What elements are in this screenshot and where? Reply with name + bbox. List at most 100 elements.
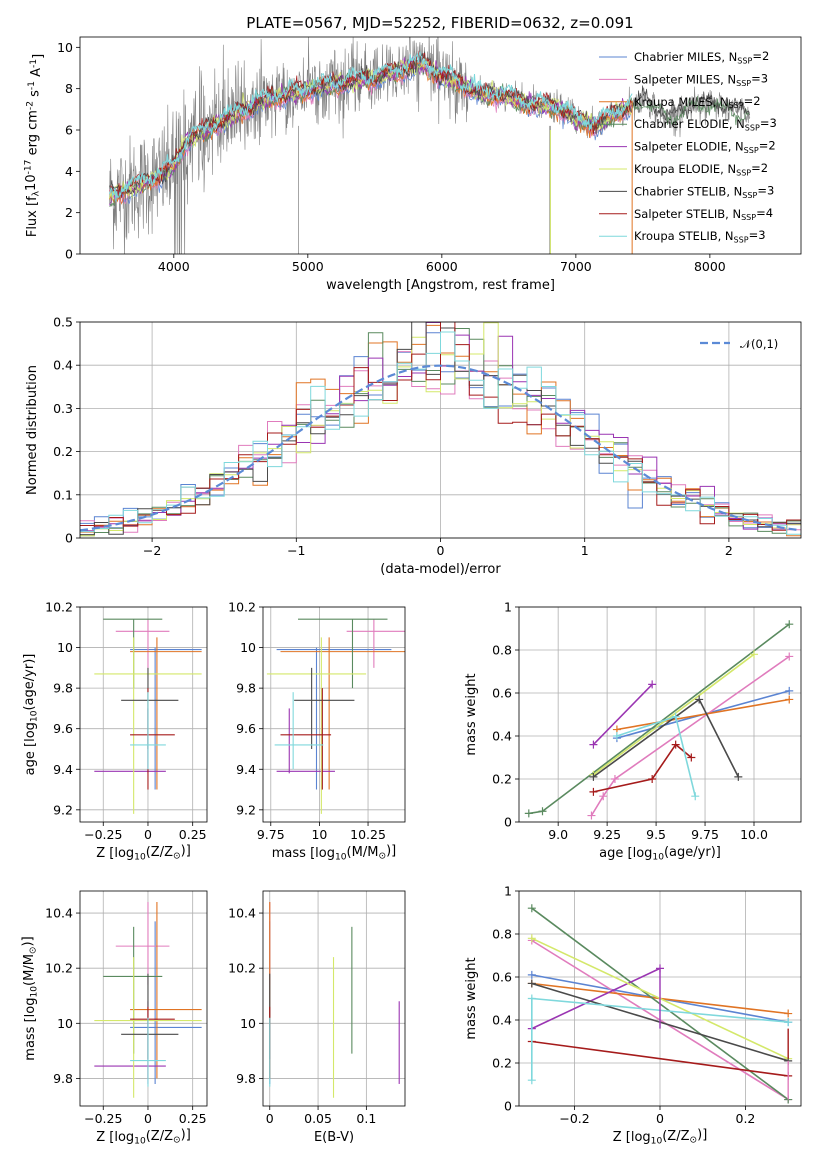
y-tick-label: 10.4 xyxy=(228,906,256,921)
mass-weight-line xyxy=(531,967,661,1030)
x-axis-label: age [log10(age/yr)] xyxy=(599,845,721,863)
y-tick-label: 0 xyxy=(504,815,512,830)
y-axis-label: mass [log10(M/M⊙)] xyxy=(21,936,40,1060)
x-tick-label: 0 xyxy=(266,1111,274,1126)
legend-entry: Salpeter ELODIE, NSSP=2 xyxy=(634,139,776,155)
y-tick-label: 0.8 xyxy=(492,643,512,658)
legend-entry: Kroupa ELODIE, NSSP=2 xyxy=(634,161,768,177)
legend-entry: 𝒩(0,1) xyxy=(740,337,778,351)
y-tick-label: 0.4 xyxy=(492,1013,512,1028)
x-tick-label: 2 xyxy=(725,543,733,558)
axes-frame xyxy=(518,606,802,823)
mass-weight-marker xyxy=(527,970,536,979)
x-axis-label: mass [log10(M/M⊙)] xyxy=(272,844,396,863)
mass-weight-marker xyxy=(648,680,657,689)
mass-weight-line xyxy=(593,743,692,793)
chart-title: PLATE=0567, MJD=52252, FIBERID=0632, z=0… xyxy=(246,14,633,32)
mass-weight-marker xyxy=(538,807,547,816)
y-tick-label: 0.6 xyxy=(492,686,512,701)
axes-frame xyxy=(79,606,208,823)
y-tick-label: 8 xyxy=(65,81,73,96)
y-tick-label: 9.2 xyxy=(236,802,256,817)
y-axis-label: age [log10(age/yr)] xyxy=(22,654,40,776)
y-axis-label: mass weight xyxy=(464,673,479,755)
x-tick-label: 6000 xyxy=(426,259,458,274)
y-tick-label: 10 xyxy=(240,1016,256,1031)
legend-entry: Chabrier STELIB, NSSP=3 xyxy=(634,183,774,199)
y-tick-label: 9.4 xyxy=(236,762,256,777)
mass-weight-marker xyxy=(785,652,794,661)
x-tick-label: 9.75 xyxy=(691,827,719,842)
z-mass-panel: −0.25 0 0.25 9.8 10 10.2 10.4 Z [log10(Z/Z⊙)] ma… xyxy=(21,890,208,1147)
model-spectrum xyxy=(109,50,633,198)
spectrum-panel: 4000 5000 6000 7000 8000 0 2 4 6 8 10 wavelength [A… xyxy=(24,36,802,293)
legend-entry: Kroupa MILES, NSSP=2 xyxy=(634,94,761,110)
y-tick-label: 0.3 xyxy=(53,401,73,416)
x-tick-label: 8000 xyxy=(694,259,726,274)
x-tick-label: 9.25 xyxy=(593,827,621,842)
mass-weight-marker xyxy=(785,686,794,695)
y-tick-label: 10 xyxy=(57,640,73,655)
mass-weight-marker xyxy=(527,979,536,988)
plot-area xyxy=(109,37,751,254)
y-tick-label: 10.2 xyxy=(45,961,73,976)
mass-weight-marker xyxy=(785,620,794,629)
x-tick-label: 0.25 xyxy=(179,1111,207,1126)
y-tick-label: 10.2 xyxy=(45,600,73,615)
mass-weight-marker xyxy=(587,811,596,820)
axes-frame xyxy=(79,36,802,255)
x-tick-label: 1 xyxy=(581,543,589,558)
x-axis-label: E(B-V) xyxy=(314,1130,354,1145)
y-tick-label: 0 xyxy=(504,1099,512,1114)
x-axis-label: Z [log10(Z/Z⊙)] xyxy=(96,844,191,863)
y-tick-label: 9.4 xyxy=(53,762,73,777)
mass-weight-marker xyxy=(610,775,619,783)
x-tick-label: −1 xyxy=(287,543,305,558)
spectrum-legend: Chabrier MILES, NSSP=2 Salpeter MILES, NS… xyxy=(599,49,777,245)
x-tick-label: 0 xyxy=(144,827,152,842)
mass-weight-marker xyxy=(527,904,536,913)
x-tick-label: 5000 xyxy=(292,259,324,274)
x-tick-label: −0.25 xyxy=(84,1111,122,1126)
y-axis-label: mass weight xyxy=(464,957,479,1039)
mass-weight-marker xyxy=(589,787,598,796)
x-tick-label: 10.0 xyxy=(740,827,768,842)
x-tick-label: 7000 xyxy=(560,259,592,274)
y-tick-label: 0.4 xyxy=(492,729,512,744)
y-tick-label: 9.8 xyxy=(236,681,256,696)
x-tick-label: 0.2 xyxy=(736,1111,756,1126)
y-tick-label: 10 xyxy=(240,640,256,655)
x-tick-label: 0.1 xyxy=(356,1111,376,1126)
y-tick-label: 0.2 xyxy=(492,772,512,787)
y-tick-label: 2 xyxy=(65,205,73,220)
age-massweight-panel: 9.0 9.25 9.5 9.75 10.0 0 0.2 0.4 0.6 0.8 1 age [log… xyxy=(464,600,802,863)
x-axis-label: Z [log10(Z/Z⊙)] xyxy=(96,1128,191,1147)
mass-weight-marker xyxy=(671,740,680,749)
x-tick-label: 9.5 xyxy=(646,827,666,842)
y-axis-label: Normed distribution xyxy=(25,365,40,495)
x-axis-label: wavelength [Angstrom, rest frame] xyxy=(326,278,555,293)
y-tick-label: 0.2 xyxy=(53,444,73,459)
y-tick-label: 0 xyxy=(65,531,73,546)
z-age-panel: −0.25 0 0.25 9.2 9.4 9.6 9.8 10 10.2 Z [log10(Z/Z… xyxy=(22,600,208,863)
mass-weight-marker xyxy=(589,740,598,749)
y-tick-label: 1 xyxy=(504,600,512,615)
model-spectrum xyxy=(109,51,633,202)
x-tick-label: 10.25 xyxy=(350,827,386,842)
y-tick-label: 0.1 xyxy=(53,487,73,502)
x-axis-label: Z [log10(Z/Z⊙)] xyxy=(613,1128,708,1147)
axes-frame xyxy=(262,890,406,1107)
y-tick-label: 10 xyxy=(57,1016,73,1031)
legend-entry: Chabrier ELODIE, NSSP=3 xyxy=(634,116,777,132)
y-tick-label: 0.5 xyxy=(53,315,73,330)
y-tick-label: 9.6 xyxy=(53,721,73,736)
normal-reference-curve xyxy=(80,364,799,532)
y-tick-label: 9.8 xyxy=(236,1071,256,1086)
mass-weight-marker xyxy=(589,772,598,781)
plot-area xyxy=(269,902,400,1098)
mass-weight-marker xyxy=(524,809,533,818)
mass-weight-line xyxy=(592,653,755,776)
plot-area xyxy=(80,322,801,537)
plot-area xyxy=(524,620,794,820)
